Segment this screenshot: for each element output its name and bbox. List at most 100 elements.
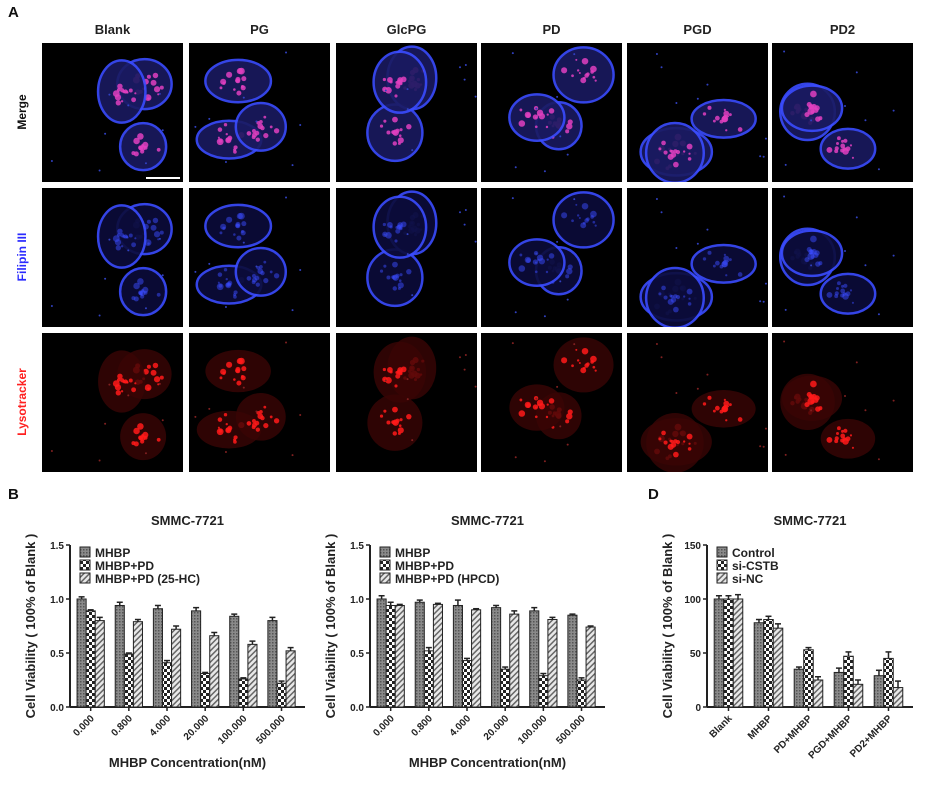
column-header-pd2: PD2 — [829, 22, 856, 37]
y-tick-label: 0 — [695, 703, 701, 714]
row-label-2: Lysotracker — [15, 368, 29, 436]
micrograph-tile — [481, 43, 622, 182]
micrograph-tile — [772, 188, 913, 327]
chart-d-sirna: SMMC-7721 Cell Viability ( 100% of Blank … — [660, 513, 913, 761]
bar — [161, 662, 173, 708]
x-tick-label: Blank — [708, 713, 735, 740]
bar — [812, 679, 824, 708]
micrograph-tile — [772, 333, 913, 472]
bar — [471, 609, 482, 708]
bar — [461, 660, 473, 708]
bar — [238, 678, 249, 708]
legend-swatch — [379, 546, 391, 558]
x-axis-label: MHBP Concentration(nM) — [409, 755, 566, 770]
bar — [276, 682, 287, 708]
legend-swatch — [79, 572, 91, 584]
legend-swatch — [716, 559, 728, 571]
micrograph-tile — [189, 188, 330, 327]
bar — [883, 657, 894, 708]
bar — [873, 675, 885, 708]
x-tick-label: 500.000 — [254, 713, 288, 747]
x-axis-label: MHBP Concentration(nM) — [109, 755, 266, 770]
bar — [414, 601, 425, 708]
legend-label: si-CSTB — [732, 559, 779, 573]
legend-swatch — [79, 546, 91, 558]
bar — [285, 650, 296, 708]
x-tick-label: 4.000 — [148, 713, 174, 739]
bar — [247, 643, 258, 708]
bar — [209, 635, 220, 708]
legend-label: MHBP — [395, 546, 430, 560]
bar — [76, 598, 87, 708]
x-tick-label: PD+MHBP — [772, 713, 815, 756]
micrograph-tile — [481, 333, 622, 472]
column-header-glcpg: GlcPG — [386, 22, 427, 37]
micrograph-tile — [189, 43, 330, 182]
y-tick-label: 1.5 — [350, 541, 364, 552]
bar — [793, 668, 805, 708]
micrograph-tile — [336, 333, 477, 472]
legend-swatch — [379, 559, 391, 571]
legend-label: Control — [732, 546, 775, 560]
micrograph-tile — [627, 333, 768, 472]
y-tick-label: 0.5 — [350, 649, 364, 660]
bar — [394, 604, 405, 708]
legend-label: si-NC — [732, 572, 764, 586]
x-tick-label: 0.800 — [109, 713, 135, 739]
y-axis-label: Cell Viability ( 100% of Blank ) — [660, 534, 675, 719]
bar — [803, 649, 814, 708]
bar — [500, 668, 511, 708]
micrograph-tile — [189, 333, 330, 472]
bar — [491, 607, 502, 708]
column-header-pg: PG — [250, 22, 269, 37]
panel-label-b: B — [8, 486, 19, 503]
bar — [171, 628, 182, 708]
legend-swatch — [79, 559, 91, 571]
bar — [833, 671, 845, 708]
bar — [585, 626, 596, 708]
bar — [423, 650, 434, 708]
x-tick-label: 0.000 — [71, 713, 97, 739]
bar — [567, 614, 578, 708]
bar — [114, 604, 125, 708]
bar — [432, 603, 443, 708]
bar — [376, 598, 387, 708]
micrograph-tile — [627, 43, 768, 182]
chart-title: SMMC-7721 — [451, 513, 524, 528]
bar — [892, 687, 904, 708]
x-tick-label: PD2+MHBP — [848, 713, 895, 760]
micrograph-tile — [772, 43, 913, 182]
chart-b-hpcd: SMMC-7721 Cell Viability ( 100% of Blank … — [323, 513, 605, 770]
bar — [763, 619, 774, 708]
x-tick-label: 100.000 — [516, 713, 550, 747]
bar — [452, 604, 463, 708]
column-header-pgd: PGD — [683, 22, 712, 37]
row-label-1: Filipin III — [15, 232, 29, 282]
column-header-blank: Blank — [94, 22, 131, 37]
x-tick-label: 0.800 — [409, 713, 435, 739]
panel-label-a: A — [8, 4, 19, 21]
micrograph-tile — [42, 333, 183, 472]
micrograph-tile — [336, 43, 477, 182]
legend-label: MHBP+PD — [95, 559, 154, 573]
x-tick-label: 0.000 — [371, 713, 397, 739]
x-tick-label: 20.000 — [482, 713, 512, 743]
x-tick-label: 100.000 — [216, 713, 250, 747]
bar — [229, 615, 240, 708]
bar — [267, 620, 278, 708]
micrograph-tile — [42, 43, 183, 182]
bar — [132, 621, 143, 708]
y-tick-label: 150 — [684, 541, 701, 552]
bar — [191, 610, 202, 708]
legend-swatch — [716, 572, 728, 584]
bar — [852, 683, 864, 708]
y-tick-label: 0.0 — [350, 703, 364, 714]
micrograph-tile — [627, 188, 768, 327]
legend-label: MHBP+PD (25-HC) — [95, 572, 200, 586]
row-label-0: Merge — [15, 94, 29, 130]
column-header-pd: PD — [542, 22, 561, 37]
chart-title: SMMC-7721 — [774, 513, 847, 528]
x-tick-label: 4.000 — [448, 713, 474, 739]
y-tick-label: 50 — [690, 649, 702, 660]
x-tick-label: 500.000 — [554, 713, 588, 747]
